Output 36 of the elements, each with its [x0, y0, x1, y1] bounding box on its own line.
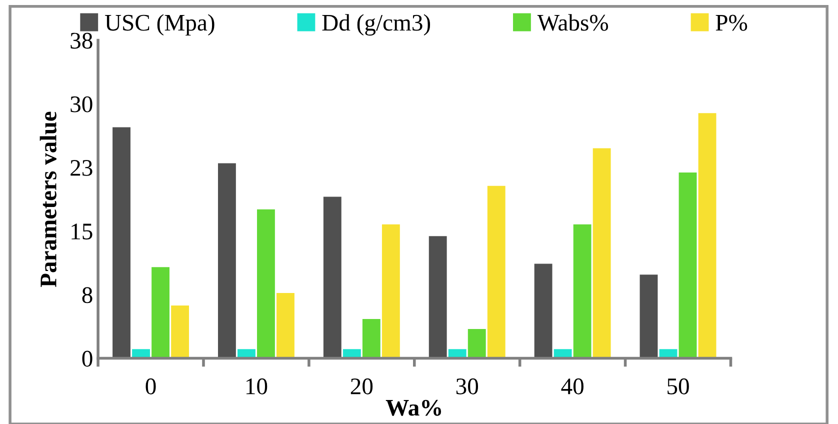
bar [382, 224, 400, 358]
y-tick-label: 38 [70, 32, 92, 49]
bar [573, 224, 592, 358]
x-tick-label: 0 [146, 378, 156, 394]
bar [592, 148, 611, 358]
y-axis-title: Parameters value [40, 112, 56, 288]
legend-label: P% [716, 14, 748, 31]
legend-label: USC (Mpa) [104, 14, 214, 36]
bar [678, 172, 697, 358]
y-tick-label: 15 [72, 224, 92, 240]
bar [152, 267, 170, 358]
bar [276, 293, 294, 358]
legend-label: Wabs% [537, 14, 608, 31]
bar [640, 274, 658, 358]
x-tick-label: 10 [246, 378, 268, 394]
bar [534, 264, 552, 358]
bar [428, 236, 447, 358]
bar [362, 318, 380, 358]
x-axis-title: Wa% [386, 400, 442, 416]
x-tick-label: 20 [350, 378, 373, 394]
y-tick-label: 8 [82, 287, 92, 304]
x-tick-label: 50 [668, 378, 689, 394]
bar [218, 163, 236, 358]
bar [468, 328, 486, 358]
x-tick-label: 40 [561, 378, 584, 394]
y-tick-label: 30 [70, 96, 92, 112]
bar [323, 196, 342, 358]
y-tick-label: 23 [70, 160, 92, 176]
bar [257, 209, 275, 358]
legend-label: Dd (g/cm3) [322, 14, 430, 36]
bar [171, 306, 189, 358]
bar [487, 186, 506, 358]
y-tick-label: 0 [82, 350, 92, 367]
bar [698, 113, 716, 358]
bar [112, 127, 130, 358]
x-tick-label: 30 [456, 378, 478, 394]
